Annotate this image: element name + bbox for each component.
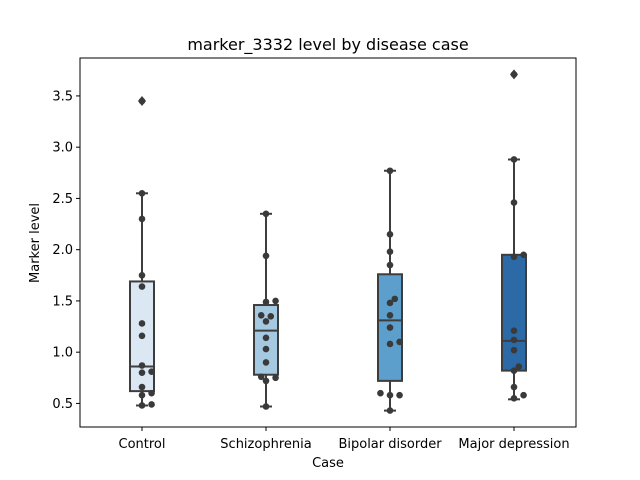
x-axis: Control Schizophrenia Bipolar disorder Majo… — [119, 427, 570, 452]
data-point — [510, 395, 518, 402]
y-tick-label: 2.5 — [52, 192, 73, 207]
data-point — [272, 297, 279, 305]
data-point — [386, 248, 394, 256]
data-point — [138, 332, 146, 340]
box-group — [501, 69, 527, 402]
data-point — [262, 403, 270, 410]
y-tick-label: 2.0 — [52, 243, 73, 258]
data-point — [138, 272, 146, 279]
box-group — [129, 96, 155, 409]
data-point — [148, 368, 155, 375]
data-point — [138, 283, 146, 290]
data-point — [515, 363, 523, 370]
data-point — [138, 362, 146, 369]
data-point — [262, 298, 270, 306]
y-tick-label: 3.5 — [52, 89, 73, 104]
data-point — [267, 313, 275, 320]
data-point — [138, 383, 146, 391]
data-point — [510, 199, 518, 206]
x-tick-label: Schizophrenia — [220, 437, 311, 452]
x-axis-label: Case — [312, 456, 344, 471]
data-point — [510, 71, 518, 78]
y-axis-label: Marker level — [28, 203, 43, 283]
data-point — [262, 377, 270, 385]
data-point — [257, 311, 265, 319]
y-tick-label: 1.0 — [52, 346, 73, 361]
data-point — [386, 391, 394, 399]
plot-area — [129, 69, 527, 414]
chart-title: marker_3332 level by disease case — [187, 35, 468, 55]
data-point — [391, 295, 399, 303]
data-point — [262, 210, 270, 218]
data-point — [138, 369, 146, 376]
data-point — [510, 383, 518, 391]
data-point — [257, 373, 265, 381]
data-point — [138, 190, 146, 197]
data-point — [520, 391, 527, 399]
data-point — [510, 346, 518, 354]
data-point — [262, 318, 270, 325]
x-tick-label: Major depression — [458, 437, 569, 452]
data-point — [520, 251, 527, 259]
y-tick-label: 1.5 — [52, 294, 73, 309]
data-point — [262, 334, 270, 342]
data-point — [396, 338, 403, 346]
data-point — [510, 156, 518, 163]
data-point — [148, 389, 155, 397]
data-point — [510, 336, 518, 344]
data-point — [386, 407, 394, 414]
data-point — [138, 215, 146, 223]
data-point — [386, 340, 394, 348]
data-point — [510, 253, 518, 261]
y-tick-label: 0.5 — [52, 397, 73, 412]
y-tick-label: 3.0 — [52, 141, 73, 156]
x-tick-label: Control — [119, 437, 166, 452]
plot-frame — [79, 57, 577, 428]
data-point — [510, 367, 518, 374]
data-point — [138, 320, 146, 327]
data-point — [386, 324, 394, 331]
data-point — [138, 391, 146, 399]
data-point — [148, 401, 155, 408]
data-point — [377, 389, 384, 397]
data-point — [138, 402, 146, 409]
x-tick-label: Bipolar disorder — [338, 437, 442, 452]
data-point — [262, 359, 270, 366]
box-group — [377, 167, 403, 414]
data-point — [396, 391, 403, 399]
data-point — [138, 97, 146, 105]
data-point — [386, 261, 394, 269]
data-point — [386, 231, 394, 238]
data-point — [386, 299, 394, 307]
data-point — [272, 374, 279, 382]
box-group — [253, 210, 279, 410]
data-point — [386, 167, 394, 175]
y-axis: 0.5 1.0 1.5 2.0 2.5 3.0 3.5 — [52, 89, 80, 412]
data-point — [262, 252, 270, 260]
data-point — [510, 327, 518, 334]
data-point — [262, 345, 270, 353]
data-point — [386, 311, 394, 319]
